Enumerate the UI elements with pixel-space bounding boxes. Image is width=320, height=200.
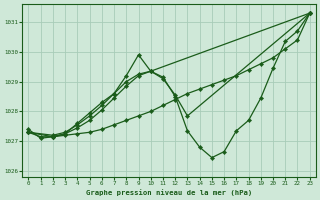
- X-axis label: Graphe pression niveau de la mer (hPa): Graphe pression niveau de la mer (hPa): [86, 189, 252, 196]
